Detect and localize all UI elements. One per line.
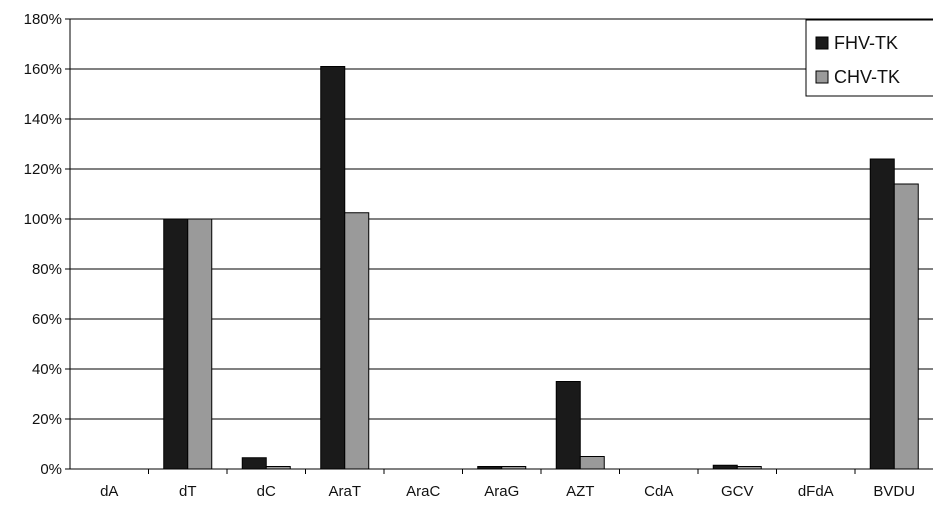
y-tick-label: 180% (24, 11, 62, 28)
x-tick-label-dc: dC (257, 483, 276, 500)
legend-label-fhv-tk: FHV-TK (834, 33, 898, 53)
x-tick-label-arat: AraT (328, 483, 361, 500)
y-tick-label: 100% (24, 211, 62, 228)
x-tick-label-da: dA (100, 483, 118, 500)
y-tick-label: 60% (32, 311, 62, 328)
legend-swatch-chv-tk (815, 70, 829, 84)
bar-fhv-tk-azt (555, 381, 581, 470)
bars (163, 66, 919, 470)
bar-fhv-tk-dc (241, 457, 267, 470)
y-tick-label: 160% (24, 61, 62, 78)
x-tick-label-arag: AraG (484, 483, 519, 500)
x-tick-label-cda: CdA (644, 483, 673, 500)
y-tick-label: 80% (32, 261, 62, 278)
x-tick-label-dt: dT (179, 483, 197, 500)
legend: FHV-TK CHV-TK (805, 19, 933, 97)
x-axis-labels: dA dT dC AraT AraC AraG AZT CdA GCV dFdA BVDU (100, 469, 915, 500)
x-tick-label-azt: AZT (566, 483, 594, 500)
bar-chv-tk-dt (187, 218, 213, 470)
y-tick-label: 40% (32, 361, 62, 378)
bar-fhv-tk-gcv (712, 464, 738, 470)
x-tick-label-bvdu: BVDU (873, 483, 915, 500)
bar-fhv-tk-dt (163, 218, 189, 470)
x-tick-label-arac: AraC (406, 483, 440, 500)
legend-label-chv-tk: CHV-TK (834, 67, 900, 87)
legend-swatch-fhv-tk (815, 36, 829, 50)
y-tick-label: 0% (40, 461, 62, 478)
y-tick-label: 20% (32, 411, 62, 428)
x-tick-label-gcv: GCV (721, 483, 754, 500)
bar-chv-tk-arat (344, 212, 370, 470)
x-tick-label-dfda: dFdA (798, 483, 834, 500)
gridlines (70, 18, 933, 420)
bar-fhv-tk-arat (320, 66, 346, 470)
bar-chv-tk-bvdu (893, 183, 919, 470)
bar-chv-tk-azt (579, 456, 605, 470)
y-tick-label: 120% (24, 161, 62, 178)
y-axis-ticks: 0% 20% 40% 60% 80% 100% 120% 140% 160% 180% (24, 11, 70, 478)
y-tick-label: 140% (24, 111, 62, 128)
bar-fhv-tk-bvdu (869, 158, 895, 470)
